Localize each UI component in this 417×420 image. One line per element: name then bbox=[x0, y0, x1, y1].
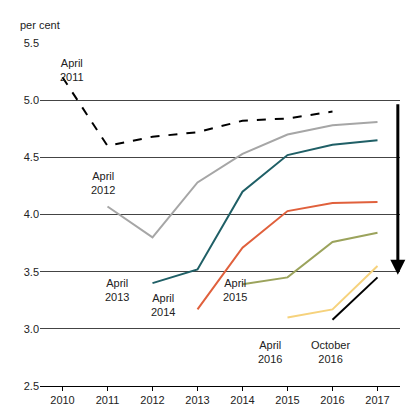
svg-text:April2012: April2012 bbox=[91, 170, 115, 196]
svg-text:2015: 2015 bbox=[275, 394, 299, 406]
svg-text:April2015: April2015 bbox=[223, 277, 247, 303]
svg-text:per cent: per cent bbox=[20, 19, 60, 31]
svg-text:4.0: 4.0 bbox=[24, 208, 39, 220]
svg-text:3.0: 3.0 bbox=[24, 323, 39, 335]
svg-text:October2016: October2016 bbox=[311, 339, 350, 365]
svg-text:4.5: 4.5 bbox=[24, 151, 39, 163]
svg-text:2013: 2013 bbox=[185, 394, 209, 406]
svg-text:April2011: April2011 bbox=[60, 57, 84, 83]
svg-text:2.5: 2.5 bbox=[24, 380, 39, 392]
svg-text:2010: 2010 bbox=[50, 394, 74, 406]
svg-text:2014: 2014 bbox=[230, 394, 254, 406]
svg-text:3.5: 3.5 bbox=[24, 266, 39, 278]
svg-text:April2016: April2016 bbox=[258, 339, 282, 365]
svg-text:2016: 2016 bbox=[320, 394, 344, 406]
svg-text:2012: 2012 bbox=[140, 394, 164, 406]
svg-text:2011: 2011 bbox=[96, 394, 120, 406]
svg-text:April2013: April2013 bbox=[105, 277, 129, 303]
svg-text:2017: 2017 bbox=[365, 394, 389, 406]
svg-text:5.0: 5.0 bbox=[24, 94, 39, 106]
svg-text:5.5: 5.5 bbox=[24, 37, 39, 49]
svg-text:April2014: April2014 bbox=[151, 292, 175, 318]
